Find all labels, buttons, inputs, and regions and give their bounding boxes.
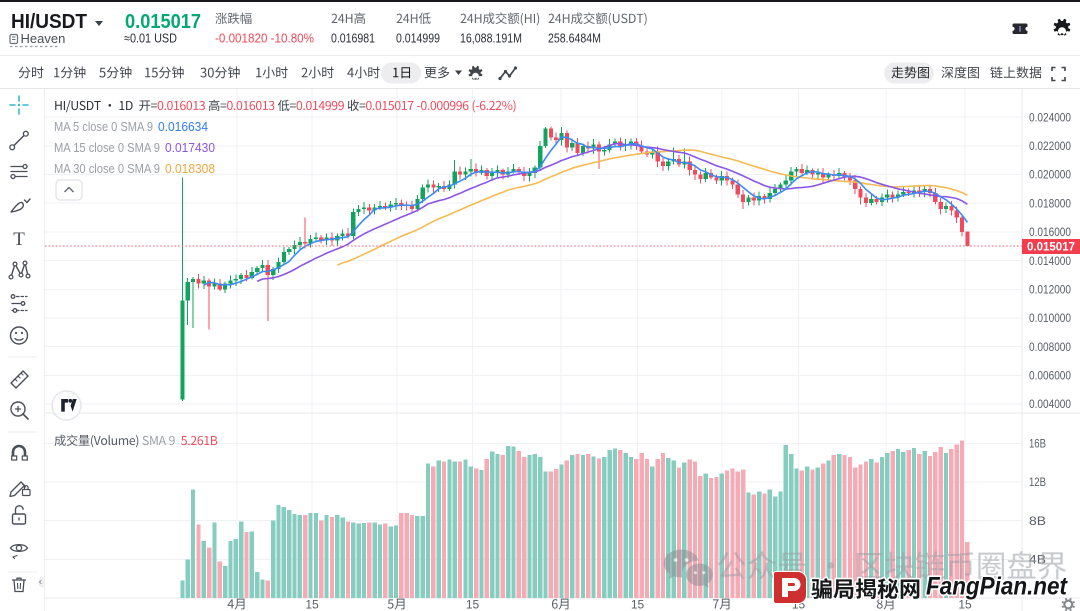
svg-text:15: 15 [305,598,319,611]
svg-text:0.018308: 0.018308 [165,162,215,176]
svg-text:0.018000: 0.018000 [1029,196,1071,210]
svg-text:15: 15 [466,598,480,611]
svg-text:-0.001820 -10.80%: -0.001820 -10.80% [215,31,314,46]
svg-text:8B: 8B [1029,514,1046,528]
svg-text:MA 30 close 0 SMA 9: MA 30 close 0 SMA 9 [54,162,160,176]
svg-text:15: 15 [958,598,972,611]
svg-text:0.017430: 0.017430 [165,141,215,155]
svg-text:0.015017: 0.015017 [125,10,201,33]
svg-text:T: T [13,229,25,250]
svg-text:0.004000: 0.004000 [1029,397,1071,411]
svg-text:0.016000: 0.016000 [1029,225,1071,239]
svg-text:16B: 16B [1029,437,1046,451]
svg-text:12B: 12B [1029,475,1046,489]
svg-text:0.020000: 0.020000 [1029,168,1071,182]
svg-text:MA 15 close 0 SMA 9: MA 15 close 0 SMA 9 [54,141,160,155]
svg-text:MA 5 close 0 SMA 9: MA 5 close 0 SMA 9 [54,120,153,134]
svg-text:0.016981: 0.016981 [331,31,375,46]
svg-text:0.015017: 0.015017 [1027,242,1075,254]
svg-text:258.6484M: 258.6484M [548,31,601,46]
svg-text:Heaven: Heaven [21,31,66,46]
svg-text:0.008000: 0.008000 [1029,340,1071,354]
svg-text:0.006000: 0.006000 [1029,369,1071,383]
svg-text:HI/USDT: HI/USDT [11,10,87,33]
svg-text:0.010000: 0.010000 [1029,311,1071,325]
svg-text:0.024000: 0.024000 [1029,110,1071,124]
svg-text:16,088.191M: 16,088.191M [460,31,522,46]
svg-text:0.014000: 0.014000 [1029,254,1071,268]
svg-text:0.014999: 0.014999 [396,31,440,46]
svg-text:0.022000: 0.022000 [1029,139,1071,153]
svg-text:0.016634: 0.016634 [158,120,208,134]
svg-text:≈0.01 USD: ≈0.01 USD [124,31,177,46]
svg-text:15: 15 [631,598,645,611]
svg-text:FangPian.net: FangPian.net [926,573,1068,601]
svg-text:0.012000: 0.012000 [1029,283,1071,297]
